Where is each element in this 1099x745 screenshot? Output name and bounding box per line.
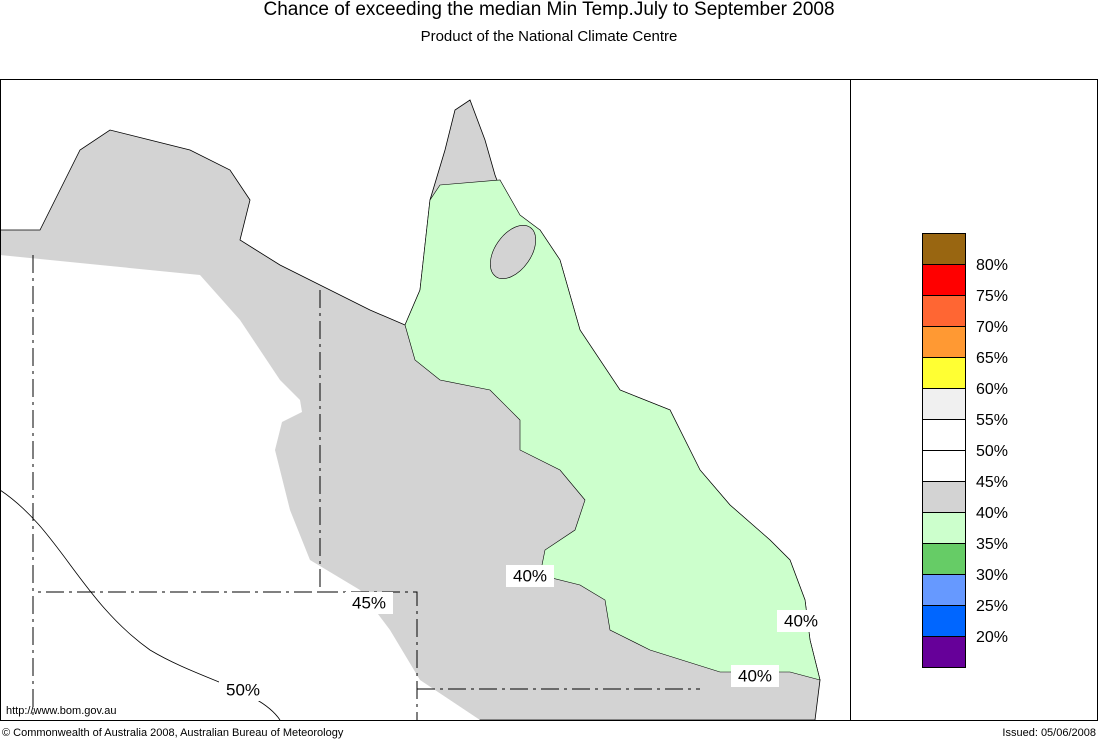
title: Chance of exceeding the median Min Temp.… (263, 0, 834, 20)
issued: Issued: 05/06/2008 (1002, 727, 1096, 739)
legend: 80% 75% 70% 65% 60% 55% 50% 45% 40% 35% 30% 25% 20% (922, 233, 1008, 668)
legend-label: 40% (976, 505, 1008, 522)
legend-swatch (922, 419, 966, 451)
legend-label: 55% (976, 412, 1008, 429)
label-bg (345, 592, 393, 614)
legend-swatch (922, 543, 966, 575)
label-bg (506, 565, 554, 587)
legend-label: 35% (976, 536, 1008, 553)
legend-swatch (922, 512, 966, 544)
legend-label: 60% (976, 381, 1008, 398)
legend-swatch (922, 264, 966, 296)
contour-label: 40% (738, 666, 772, 685)
legend-swatch (922, 450, 966, 482)
contour-label: 45% (352, 593, 386, 612)
copyright: © Commonwealth of Australia 2008, Austra… (2, 727, 344, 739)
legend-swatch (922, 636, 966, 668)
legend-label: 75% (976, 288, 1008, 305)
label-bg (777, 610, 825, 632)
legend-label: 70% (976, 319, 1008, 336)
contour-label: 40% (513, 566, 547, 585)
subtitle: Product of the National Climate Centre (421, 28, 678, 45)
legend-swatch (922, 357, 966, 389)
legend-swatch (922, 295, 966, 327)
region-green (404, 179, 821, 681)
contour-labels: 40% 45% 40% 40% 50% (219, 565, 825, 701)
contour-label: 50% (226, 680, 260, 699)
url: http://www.bom.gov.au (6, 705, 116, 717)
legend-label: 80% (976, 257, 1008, 274)
legend-swatch (922, 605, 966, 637)
frame (0, 79, 1098, 721)
legend-swatch (922, 574, 966, 606)
legend-label: 65% (976, 350, 1008, 367)
legend-swatch (922, 233, 966, 265)
legend-label: 45% (976, 474, 1008, 491)
contour-label: 40% (784, 611, 818, 630)
legend-swatch (922, 481, 966, 513)
border (32, 255, 700, 720)
legend-label: 25% (976, 598, 1008, 615)
legend-swatch (922, 326, 966, 358)
legend-label: 50% (976, 443, 1008, 460)
label-bg (731, 665, 779, 687)
legend-label: 30% (976, 567, 1008, 584)
legend-label: 20% (976, 629, 1008, 646)
legend-swatch (922, 388, 966, 420)
region-grey-island (490, 225, 536, 279)
map (0, 99, 821, 721)
label-bg (219, 679, 267, 701)
